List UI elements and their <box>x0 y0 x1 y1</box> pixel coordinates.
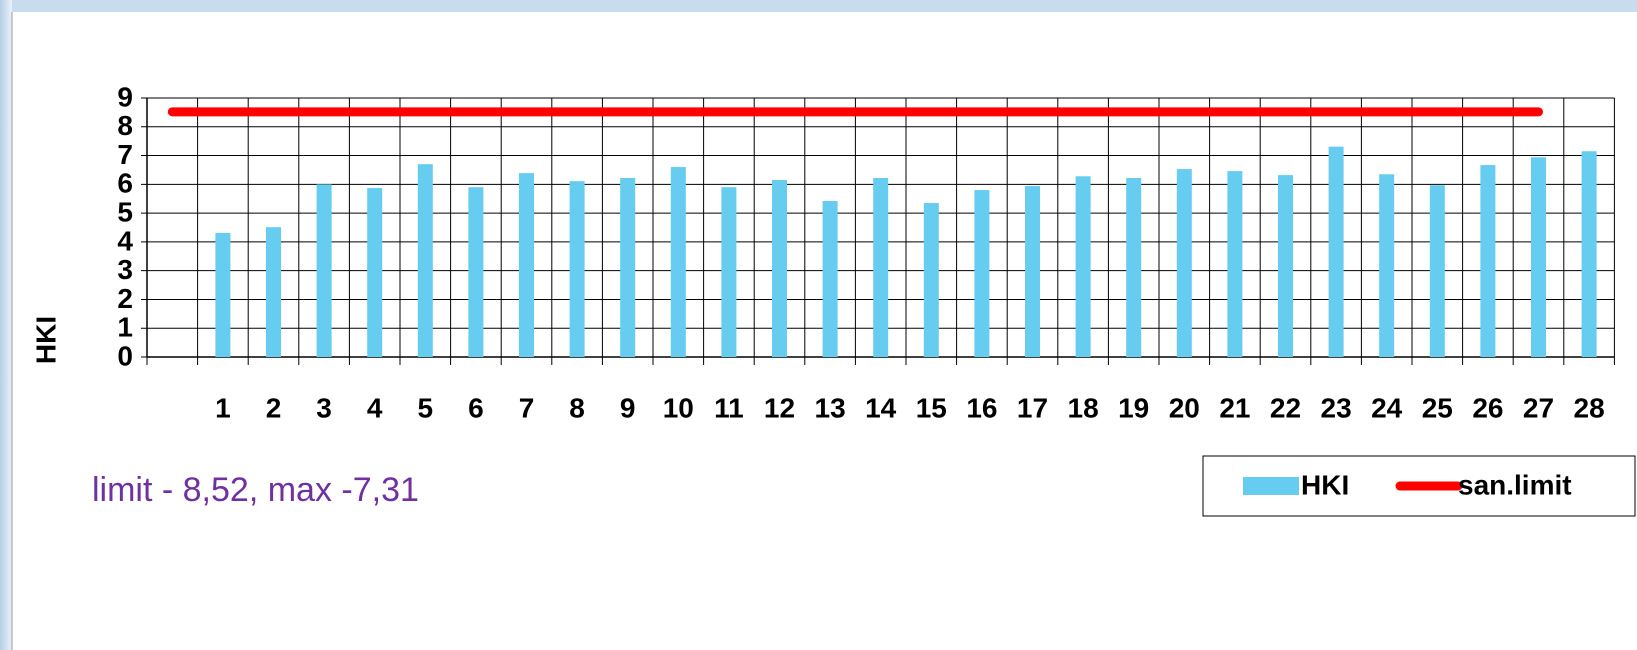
x-tick-label: 20 <box>1169 392 1200 423</box>
frame-left <box>0 0 12 650</box>
bar <box>620 178 636 357</box>
legend-label: HKI <box>1301 469 1349 500</box>
x-tick-label: 6 <box>468 392 484 423</box>
bar <box>367 188 383 357</box>
y-tick-label: 3 <box>117 254 133 285</box>
x-tick-label: 12 <box>764 392 795 423</box>
x-tick-label: 8 <box>569 392 585 423</box>
bar <box>1176 169 1192 357</box>
x-tick-label: 26 <box>1472 392 1503 423</box>
x-tick-label: 17 <box>1017 392 1048 423</box>
bar <box>519 173 534 357</box>
x-tick-label: 18 <box>1068 392 1099 423</box>
legend-swatch <box>1243 477 1299 495</box>
bar <box>1025 186 1040 357</box>
x-tick-label: 11 <box>714 392 744 423</box>
y-tick-label: 5 <box>117 197 133 228</box>
x-tick-label: 23 <box>1321 392 1352 423</box>
bar <box>417 164 433 357</box>
x-tick-label: 4 <box>367 392 383 423</box>
bar <box>873 178 889 357</box>
x-tick-label: 7 <box>519 392 535 423</box>
bar <box>1480 165 1496 357</box>
frame-top <box>0 0 1637 12</box>
legend-label: san.limit <box>1458 469 1572 500</box>
bar <box>1075 176 1091 357</box>
x-tick-label: 13 <box>815 392 846 423</box>
y-tick-label: 4 <box>117 225 133 256</box>
x-tick-label: 22 <box>1270 392 1301 423</box>
x-tick-label: 5 <box>418 392 434 423</box>
bar <box>923 203 939 357</box>
x-tick-label: 24 <box>1371 392 1403 423</box>
x-tick-label: 21 <box>1219 392 1250 423</box>
bar <box>670 167 686 357</box>
x-tick-label: 2 <box>266 392 282 423</box>
x-tick-label: 3 <box>316 392 332 423</box>
bar <box>1581 151 1597 357</box>
bar <box>569 181 585 357</box>
bar <box>1531 157 1546 357</box>
bar <box>266 227 281 357</box>
x-tick-label: 14 <box>865 392 897 423</box>
x-tick-label: 9 <box>620 392 636 423</box>
annotation: limit - 8,52, max -7,31 <box>92 471 419 509</box>
y-tick-label: 7 <box>117 139 133 170</box>
y-tick-label: 1 <box>117 312 133 343</box>
bar <box>1227 171 1243 357</box>
x-tick-label: 16 <box>966 392 997 423</box>
y-tick-label: 8 <box>117 110 133 141</box>
x-tick-label: 10 <box>663 392 694 423</box>
y-tick-label: 0 <box>117 340 133 371</box>
x-tick-label: 19 <box>1118 392 1149 423</box>
bar <box>316 184 332 357</box>
y-axis-label: HKI <box>30 316 61 364</box>
y-tick-label: 6 <box>117 168 133 199</box>
x-tick-label: 25 <box>1422 392 1453 423</box>
y-tick-label: 2 <box>117 283 133 314</box>
bar <box>468 187 484 357</box>
x-tick-label: 28 <box>1574 392 1605 423</box>
bar <box>215 232 231 357</box>
bar <box>1278 175 1293 357</box>
bar <box>822 201 838 357</box>
x-tick-label: 15 <box>916 392 947 423</box>
bar <box>1328 146 1344 357</box>
bar <box>772 180 787 357</box>
x-tick-label: 1 <box>215 392 231 423</box>
bar <box>1126 178 1142 357</box>
bar <box>974 190 990 357</box>
bar <box>721 187 737 357</box>
y-tick-label: 9 <box>117 81 133 112</box>
x-tick-label: 27 <box>1523 392 1554 423</box>
bar <box>1379 174 1395 357</box>
bar <box>1429 185 1445 357</box>
